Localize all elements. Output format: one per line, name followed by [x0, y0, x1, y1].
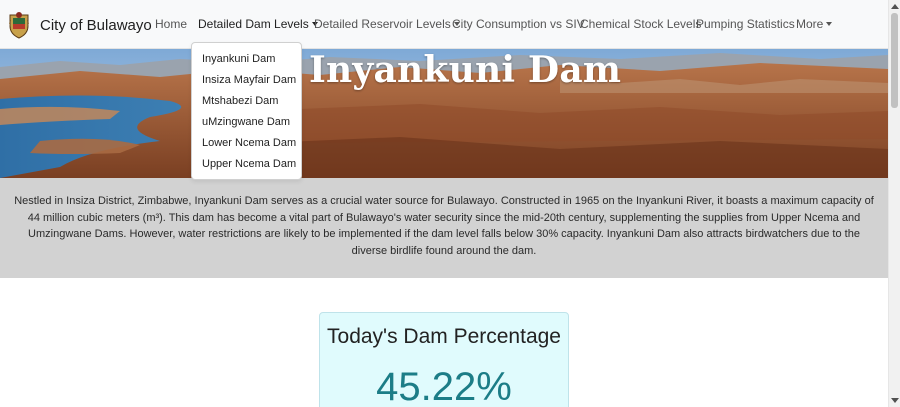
scroll-down-arrow-icon[interactable]	[891, 398, 899, 403]
nav-home-label: Home	[155, 17, 188, 31]
caret-down-icon	[311, 21, 318, 26]
dam-percentage-value: 45.22%	[376, 365, 512, 407]
dropdown-item-insiza-mayfair[interactable]: Insiza Mayfair Dam	[202, 74, 297, 86]
dropdown-item-upper-ncema[interactable]: Upper Ncema Dam	[202, 158, 297, 170]
nav-chemical-stock-label: Chemical Stock Levels	[580, 17, 702, 31]
brand-name: City of Bulawayo	[40, 16, 152, 34]
caret-down-icon	[826, 21, 833, 26]
page-title: Inyankuni Dam	[309, 49, 622, 91]
nav-city-consumption-label: City Consumption vs SIV	[452, 17, 585, 31]
nav-chemical-stock[interactable]: Chemical Stock Levels	[580, 17, 701, 31]
nav-city-consumption[interactable]: City Consumption vs SIV	[452, 17, 585, 31]
dam-description-text: Nestled in Insiza District, Zimbabwe, In…	[14, 195, 874, 257]
nav-more-label: More	[796, 17, 824, 31]
dam-percentage-card: Today's Dam Percentage 45.22%	[319, 312, 569, 407]
page-scrollbar[interactable]	[888, 0, 900, 407]
nav-pumping-statistics[interactable]: Pumping Statistics	[696, 17, 795, 31]
dam-landscape-image	[0, 49, 888, 178]
scrollbar-thumb[interactable]	[891, 13, 898, 108]
dam-description-section: Nestled in Insiza District, Zimbabwe, In…	[0, 178, 888, 278]
dropdown-item-mtshabezi[interactable]: Mtshabezi Dam	[202, 95, 279, 107]
nav-more[interactable]: More	[796, 17, 833, 31]
dropdown-item-lower-ncema[interactable]: Lower Ncema Dam	[202, 137, 297, 149]
nav-dam-levels-label: Detailed Dam Levels	[198, 17, 309, 31]
nav-reservoir-levels-label: Detailed Reservoir Levels	[314, 17, 451, 31]
city-crest-logo	[9, 12, 29, 39]
nav-home[interactable]: Home	[155, 17, 187, 31]
card-title: Today's Dam Percentage	[327, 325, 561, 348]
dropdown-item-inyankuni[interactable]: Inyankuni Dam	[202, 53, 276, 65]
navbar: City of Bulawayo Home Detailed Dam Level…	[0, 0, 888, 49]
scroll-up-arrow-icon[interactable]	[891, 4, 899, 9]
dam-levels-dropdown-menu: Inyankuni Dam Insiza Mayfair Dam Mtshabe…	[191, 42, 302, 180]
brand-link[interactable]: City of Bulawayo	[7, 11, 152, 39]
nav-detailed-reservoir-levels[interactable]: Detailed Reservoir Levels	[314, 17, 460, 31]
nav-pumping-statistics-label: Pumping Statistics	[696, 17, 795, 31]
dropdown-item-umzingwane[interactable]: uMzingwane Dam	[202, 116, 291, 128]
hero-banner: Inyankuni Dam	[0, 49, 888, 178]
nav-detailed-dam-levels[interactable]: Detailed Dam Levels	[198, 17, 318, 31]
caret-down-icon	[453, 21, 460, 26]
